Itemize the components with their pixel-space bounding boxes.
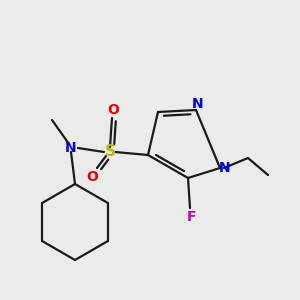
- Text: O: O: [86, 170, 98, 184]
- Text: N: N: [65, 141, 77, 155]
- Text: N: N: [192, 97, 204, 111]
- Text: N: N: [219, 161, 231, 175]
- Text: F: F: [187, 210, 197, 224]
- Text: S: S: [104, 145, 116, 160]
- Text: O: O: [107, 103, 119, 117]
